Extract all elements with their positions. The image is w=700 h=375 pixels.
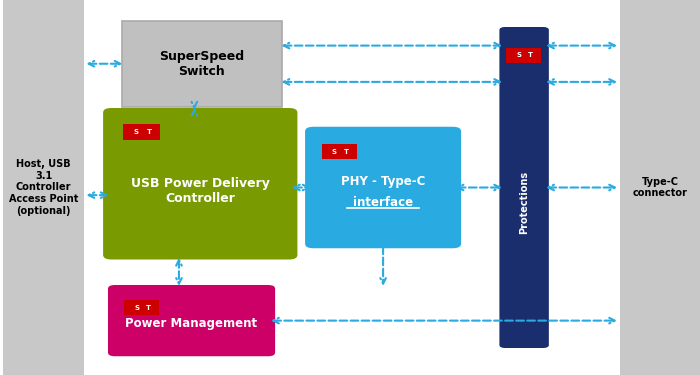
FancyBboxPatch shape xyxy=(103,108,298,260)
Text: Protections: Protections xyxy=(519,171,529,234)
Text: Power Management: Power Management xyxy=(125,317,258,330)
FancyBboxPatch shape xyxy=(108,285,275,356)
FancyBboxPatch shape xyxy=(124,300,159,315)
Text: S: S xyxy=(134,129,139,135)
Text: T: T xyxy=(146,304,151,310)
FancyBboxPatch shape xyxy=(122,124,160,140)
FancyBboxPatch shape xyxy=(506,48,541,63)
Text: Type-C
connector: Type-C connector xyxy=(633,177,687,198)
Text: S: S xyxy=(332,148,337,154)
Text: S: S xyxy=(134,304,139,310)
Text: PHY - Type-C: PHY - Type-C xyxy=(341,176,426,188)
Text: T: T xyxy=(528,52,533,58)
Text: T: T xyxy=(344,148,349,154)
Text: USB Power Delivery
Controller: USB Power Delivery Controller xyxy=(131,177,270,205)
Text: interface: interface xyxy=(353,196,413,209)
FancyBboxPatch shape xyxy=(4,0,83,375)
Text: T: T xyxy=(146,129,152,135)
FancyBboxPatch shape xyxy=(122,21,282,107)
Text: Host, USB
3.1
Controller
Access Point
(optional): Host, USB 3.1 Controller Access Point (o… xyxy=(9,159,78,216)
Text: SuperSpeed
Switch: SuperSpeed Switch xyxy=(160,50,244,78)
FancyBboxPatch shape xyxy=(620,0,700,375)
FancyBboxPatch shape xyxy=(322,144,356,159)
FancyBboxPatch shape xyxy=(305,127,461,248)
Text: S: S xyxy=(517,52,522,58)
FancyBboxPatch shape xyxy=(499,27,549,348)
